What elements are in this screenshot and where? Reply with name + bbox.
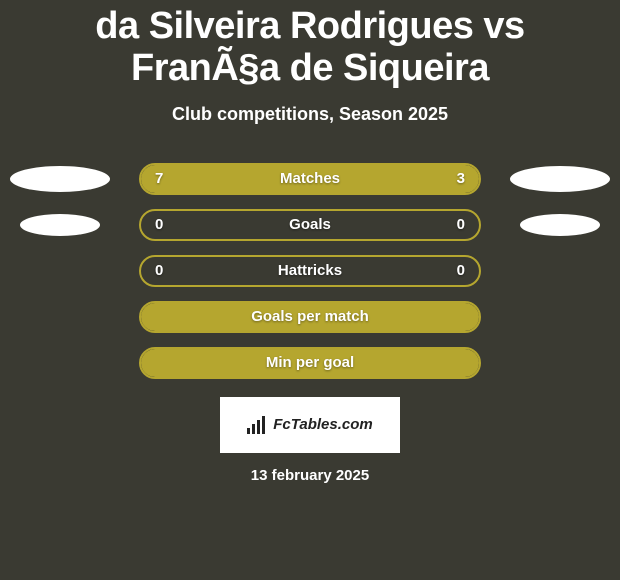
bar-matches: 7 Matches 3 <box>139 163 481 195</box>
bar-goals-per-match: Goals per match <box>139 301 481 333</box>
brand-text: FcTables.com <box>273 416 372 433</box>
brand-badge[interactable]: FcTables.com <box>220 397 400 453</box>
infographic-container: da Silveira Rodrigues vs FranÃ§a de Siqu… <box>0 0 620 484</box>
player-left-marker <box>20 214 100 236</box>
bar-label: Goals <box>141 216 479 233</box>
bar-hattricks: 0 Hattricks 0 <box>139 255 481 287</box>
value-right: 0 <box>457 216 465 233</box>
bar-min-per-goal: Min per goal <box>139 347 481 379</box>
bar-label: Goals per match <box>141 308 479 325</box>
stat-row-hattricks: 0 Hattricks 0 <box>0 255 620 287</box>
bar-label: Min per goal <box>141 354 479 371</box>
value-right: 3 <box>457 170 465 187</box>
player-left-marker <box>10 166 110 192</box>
bar-goals: 0 Goals 0 <box>139 209 481 241</box>
footer-date: 13 february 2025 <box>0 467 620 484</box>
page-title: da Silveira Rodrigues vs FranÃ§a de Siqu… <box>0 6 620 90</box>
bar-label: Hattricks <box>141 262 479 279</box>
stat-row-goals-per-match: Goals per match <box>0 301 620 333</box>
stat-row-min-per-goal: Min per goal <box>0 347 620 379</box>
stat-row-goals: 0 Goals 0 <box>0 209 620 241</box>
bar-chart-icon <box>247 416 267 434</box>
value-right: 0 <box>457 262 465 279</box>
player-right-marker <box>510 166 610 192</box>
stat-row-matches: 7 Matches 3 <box>0 163 620 195</box>
stats-block: 7 Matches 3 0 Goals 0 0 Hattricks 0 <box>0 163 620 379</box>
bar-label: Matches <box>141 170 479 187</box>
player-right-marker <box>520 214 600 236</box>
subtitle: Club competitions, Season 2025 <box>0 104 620 125</box>
